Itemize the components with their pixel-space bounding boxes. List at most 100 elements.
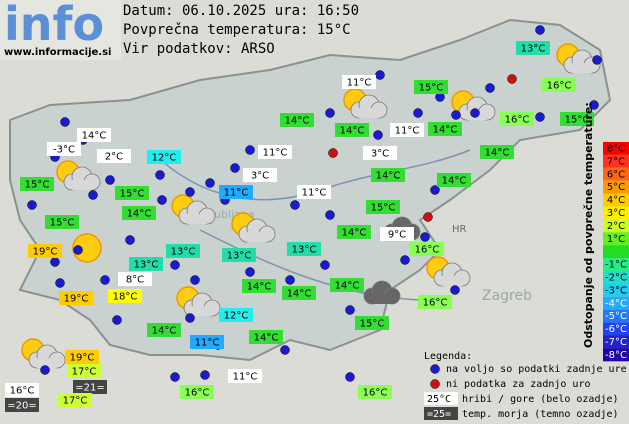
scale-label: -8°C [605, 350, 627, 361]
temp-box [228, 369, 262, 383]
temp-label: 15°C [120, 189, 145, 200]
station-dot[interactable] [535, 112, 545, 122]
scale-label: 6°C [607, 169, 625, 180]
cloud-part [192, 306, 212, 316]
station-dot[interactable] [230, 163, 240, 173]
temp-label: 3°C [251, 171, 269, 182]
station-dot[interactable] [185, 313, 195, 323]
temp-label: 11°C [195, 338, 220, 349]
station-dot[interactable] [27, 200, 37, 210]
station-dot[interactable] [373, 130, 383, 140]
station-dot[interactable] [375, 70, 385, 80]
station-dot[interactable] [60, 117, 70, 127]
station-dot[interactable] [320, 260, 330, 270]
scale-cell [603, 309, 629, 323]
station-dot[interactable] [170, 372, 180, 382]
logo-bg [0, 0, 121, 60]
station-dot[interactable] [450, 285, 460, 295]
station-dot[interactable] [325, 108, 335, 118]
scale-cell [603, 180, 629, 194]
station-dot[interactable] [112, 315, 122, 325]
station-dot-missing[interactable] [423, 212, 433, 222]
station-dot[interactable] [400, 255, 410, 265]
station-dot[interactable] [290, 200, 300, 210]
station-dot[interactable] [345, 305, 355, 315]
station-dot[interactable] [88, 190, 98, 200]
station-dot[interactable] [589, 100, 599, 110]
legend-dot [430, 379, 440, 389]
station-dot[interactable] [190, 275, 200, 285]
station-dot[interactable] [345, 372, 355, 382]
temp-box [5, 398, 39, 412]
station-dot-missing[interactable] [507, 74, 517, 84]
station-dot[interactable] [535, 25, 545, 35]
temp-box [355, 316, 389, 330]
station-dot[interactable] [470, 108, 480, 118]
station-dot[interactable] [205, 178, 215, 188]
temp-box [67, 364, 101, 378]
cloud-icon [350, 94, 388, 119]
date-line: Datum: 06.10.2025 ura: 16:50 [123, 3, 359, 19]
station-dot[interactable] [100, 275, 110, 285]
cloud-part [442, 276, 462, 286]
station-dot[interactable] [50, 257, 60, 267]
temp-label: 16°C [505, 115, 530, 126]
station-dot[interactable] [125, 235, 135, 245]
station-dot[interactable] [73, 245, 83, 255]
station-dot[interactable] [325, 210, 335, 220]
temp-label: 19°C [33, 247, 58, 258]
sun-icon [72, 233, 102, 263]
station-dot[interactable] [170, 260, 180, 270]
temp-label: 13°C [134, 260, 159, 271]
temp-box [480, 145, 514, 159]
cloud-part [359, 108, 379, 118]
temp-label: 12°C [224, 311, 249, 322]
station-dot[interactable] [245, 145, 255, 155]
temp-label: 14°C [127, 209, 152, 220]
scale-cell [603, 296, 629, 310]
station-dot[interactable] [185, 187, 195, 197]
logo: info [4, 0, 104, 51]
temp-box [560, 112, 594, 126]
temp-box [358, 385, 392, 399]
station-dot[interactable] [40, 365, 50, 375]
scale-label: -6°C [605, 324, 627, 335]
temp-box [65, 350, 99, 364]
legend-sample-text: =25= [427, 409, 451, 420]
logo-url[interactable]: www.informacije.si [4, 47, 112, 58]
station-dot[interactable] [430, 185, 440, 195]
station-dot[interactable] [105, 175, 115, 185]
cloud-part [187, 214, 207, 224]
temp-label: 14°C [335, 281, 360, 292]
cloud-icon [183, 292, 221, 317]
station-dot[interactable] [285, 275, 295, 285]
scale-label: -7°C [605, 337, 627, 348]
station-dot[interactable] [157, 195, 167, 205]
temp-label: 17°C [63, 396, 88, 407]
temp-label: 16°C [423, 298, 448, 309]
station-dot[interactable] [55, 278, 65, 288]
station-dot[interactable] [155, 170, 165, 180]
station-dot-missing[interactable] [328, 148, 338, 158]
scale-label: 1°C [607, 234, 625, 245]
station-dot[interactable] [485, 83, 495, 93]
scale-label: 7°C [607, 156, 625, 167]
temp-box [366, 200, 400, 214]
temp-label: 11°C [233, 372, 258, 383]
temp-label: =21= [75, 383, 104, 394]
station-dot[interactable] [451, 110, 461, 120]
scale-cell [603, 348, 629, 362]
station-dot[interactable] [200, 370, 210, 380]
temp-box [242, 279, 276, 293]
station-dot[interactable] [420, 232, 430, 242]
station-dot[interactable] [413, 108, 423, 118]
station-dot[interactable] [592, 55, 602, 65]
temp-box [542, 78, 576, 92]
station-dot[interactable] [245, 267, 255, 277]
legend-sample-text: 25°C [427, 394, 451, 405]
temp-box [45, 215, 79, 229]
station-dot[interactable] [280, 345, 290, 355]
temp-box [47, 142, 81, 156]
temp-box [335, 123, 369, 137]
